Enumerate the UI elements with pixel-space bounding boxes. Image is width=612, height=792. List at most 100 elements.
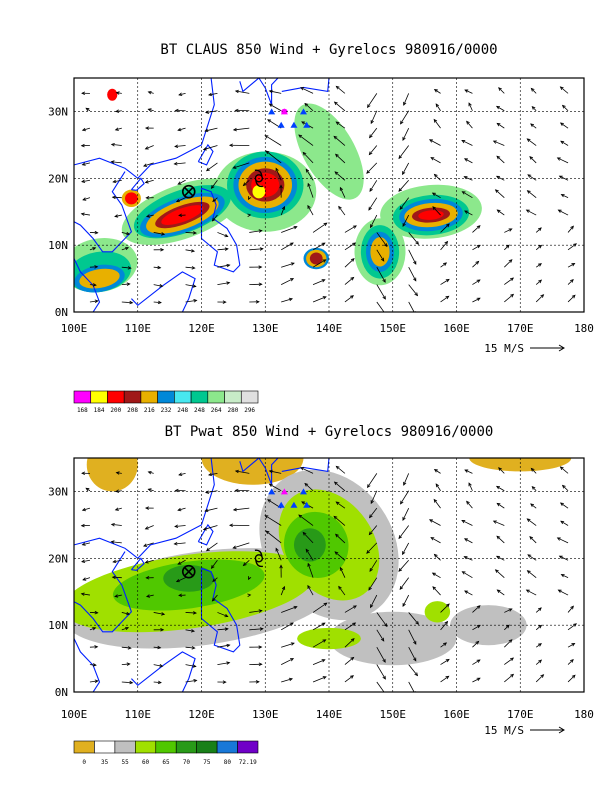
wind-vector-head	[529, 156, 534, 160]
wind-vector-head	[126, 662, 131, 666]
wind-vector	[526, 209, 537, 216]
wind-vector	[370, 490, 378, 504]
wind-vector	[269, 90, 282, 94]
wind-vector	[235, 470, 250, 474]
coastline	[197, 523, 214, 546]
wind-vector-head	[177, 507, 182, 512]
wind-vector-head	[114, 594, 119, 598]
wind-vector-head	[82, 577, 87, 581]
wind-vector-head	[174, 488, 179, 493]
colorbar-label: 60	[142, 759, 150, 766]
wind-vector	[265, 530, 282, 544]
wind-vector	[334, 551, 346, 561]
wind-vector	[89, 284, 97, 286]
x-tick-label: 100E	[61, 322, 88, 335]
wind-vector	[369, 180, 378, 192]
wind-vector-head	[229, 143, 233, 148]
wind-vector	[121, 681, 133, 684]
wind-vector-head	[81, 127, 86, 132]
wind-vector-head	[323, 602, 328, 607]
wind-vector	[461, 140, 473, 146]
colorbar-swatch	[190, 390, 209, 404]
triangle-marker	[290, 121, 298, 128]
wind-vector-head	[177, 561, 182, 565]
moisture-low	[201, 458, 304, 485]
colorbar-label: 200	[110, 407, 121, 414]
wind-vector-head	[369, 134, 373, 139]
wind-vector	[557, 537, 569, 544]
wind-vector-head	[445, 675, 450, 680]
wind-vector-head	[81, 471, 86, 476]
wind-vector-head	[94, 679, 99, 683]
wind-vector-head	[178, 593, 183, 598]
wind-vector	[121, 301, 133, 304]
colorbar-swatch	[73, 740, 95, 754]
wind-vector	[233, 507, 250, 511]
wind-vector-head	[202, 147, 207, 151]
wind-vector-head	[322, 259, 327, 263]
wind-vector-head	[334, 171, 339, 175]
wind-vector	[153, 681, 162, 684]
wind-vector	[368, 197, 378, 211]
wind-vector-head	[461, 191, 466, 195]
wind-vector-head	[475, 640, 480, 645]
wind-vector	[567, 623, 577, 631]
wind-vector	[185, 249, 195, 252]
wind-vector	[399, 577, 410, 590]
wind-vector	[185, 284, 196, 287]
wind-vector-head	[530, 123, 535, 128]
coastline	[281, 78, 330, 93]
wind-vector	[148, 488, 154, 492]
wind-vector-head	[461, 140, 466, 144]
wind-vector	[472, 659, 481, 665]
typhoon-symbol	[254, 549, 264, 568]
wind-vector-head	[525, 589, 530, 593]
wind-vector-head	[279, 184, 283, 189]
wind-vector-head	[433, 89, 438, 93]
wind-vector	[408, 232, 419, 245]
wind-vector-head	[279, 564, 283, 569]
wind-vector-head	[402, 222, 406, 227]
wind-vector	[235, 90, 250, 94]
wind-vector-head	[212, 578, 217, 582]
wind-vector	[307, 183, 314, 198]
wind-vector	[530, 123, 537, 129]
wind-vector-head	[191, 646, 196, 650]
wind-vector-head	[248, 576, 252, 581]
wind-vector-head	[115, 471, 120, 475]
wind-vector	[121, 663, 130, 665]
wind-vector	[185, 266, 195, 269]
colorbar-label: 280	[227, 407, 238, 414]
wind-vector-head	[402, 551, 406, 556]
wind-vector	[185, 629, 195, 632]
wind-vector	[527, 518, 537, 526]
colorbar-swatch	[114, 740, 136, 754]
wind-vector-head	[368, 586, 372, 591]
wind-vector-head	[510, 657, 515, 662]
wind-vector-head	[334, 153, 339, 158]
wind-vector-head	[114, 214, 119, 218]
wind-vector	[89, 300, 98, 303]
wind-vector-head	[288, 677, 293, 682]
wind-vector	[339, 567, 346, 578]
wind-vector-head	[81, 559, 86, 563]
wind-vector-head	[463, 158, 469, 162]
wind-vector	[281, 278, 294, 285]
wind-vector-head	[380, 257, 385, 262]
wind-vector	[300, 467, 314, 474]
colorbar-swatch	[237, 740, 259, 754]
wind-vector-head	[258, 282, 263, 287]
plot-area	[74, 78, 584, 312]
wind-vector-head	[210, 185, 215, 189]
wind-vector	[206, 542, 218, 552]
wind-vector	[212, 214, 218, 222]
chart-panel-2: BT Pwat 850 Wind + Gyrelocs 980916/0000 1…	[48, 424, 594, 766]
wind-vector	[432, 192, 441, 199]
wind-vector	[305, 169, 314, 181]
colorbar-label: 208	[127, 407, 138, 414]
wind-vector	[567, 674, 576, 683]
wind-vector	[558, 589, 569, 596]
wind-vector	[560, 86, 569, 94]
wind-vector	[435, 483, 441, 491]
x-tick-label: 110E	[125, 708, 152, 721]
